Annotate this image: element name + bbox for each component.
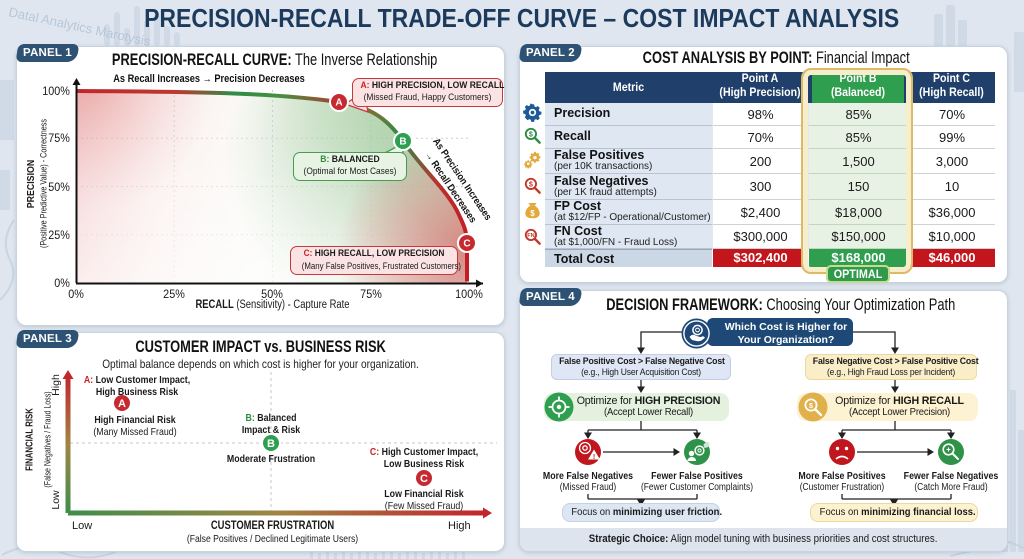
- svg-text:!: !: [593, 454, 595, 461]
- svg-text:FN: FN: [527, 233, 534, 239]
- svg-text:C: C: [463, 239, 470, 250]
- svg-text:A: A: [118, 398, 126, 410]
- svg-text:$: $: [809, 401, 814, 410]
- svg-text:B: B: [399, 137, 406, 148]
- svg-text:$: $: [529, 181, 533, 189]
- svg-text:B: B: [267, 438, 275, 450]
- svg-text:$: $: [530, 209, 535, 218]
- svg-text:$: $: [529, 131, 533, 139]
- svg-text:C: C: [420, 473, 428, 485]
- svg-text:A: A: [335, 98, 342, 109]
